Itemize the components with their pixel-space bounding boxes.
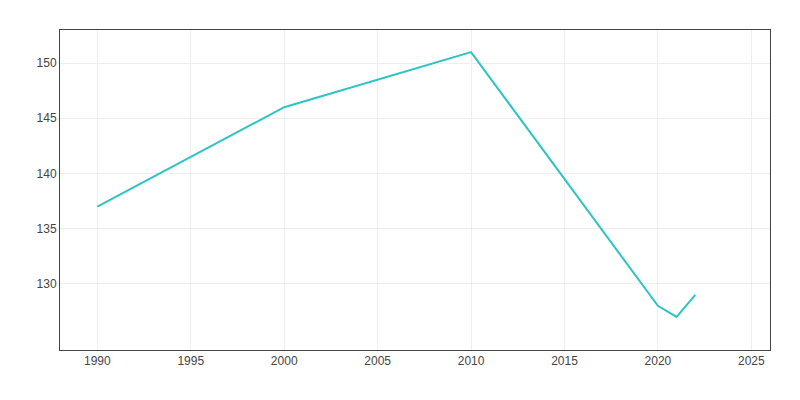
svg-text:2020: 2020 [645,354,672,368]
svg-text:135: 135 [37,222,57,236]
svg-text:2025: 2025 [738,354,765,368]
svg-text:145: 145 [37,111,57,125]
svg-text:2010: 2010 [458,354,485,368]
svg-text:1995: 1995 [177,354,204,368]
svg-text:2015: 2015 [551,354,578,368]
svg-text:130: 130 [37,277,57,291]
svg-text:2005: 2005 [364,354,391,368]
svg-text:140: 140 [37,167,57,181]
svg-text:2000: 2000 [271,354,298,368]
svg-text:1990: 1990 [84,354,111,368]
svg-text:150: 150 [37,56,57,70]
